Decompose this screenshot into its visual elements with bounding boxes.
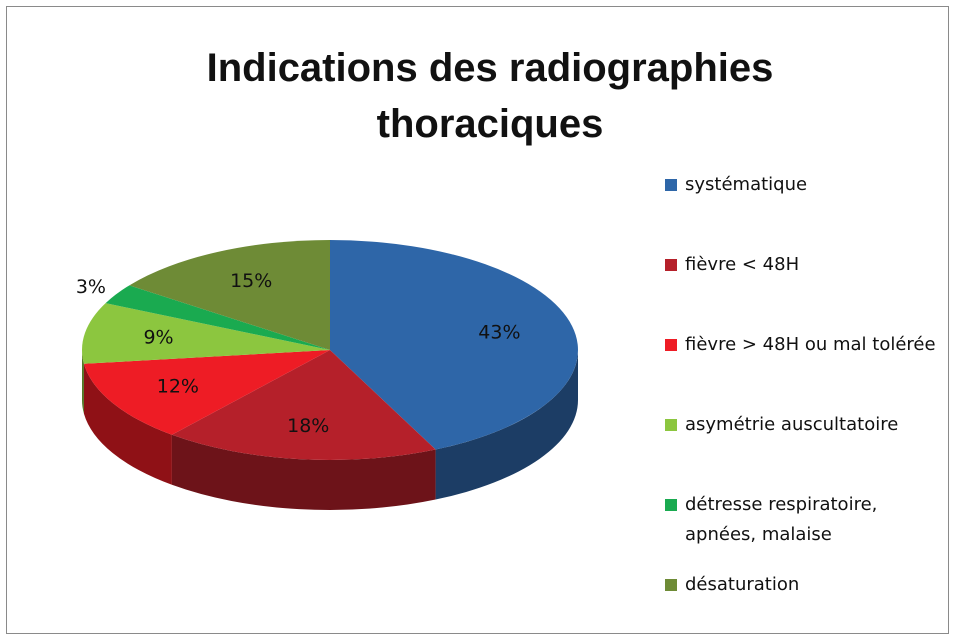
pie-slice: [83, 350, 330, 435]
legend-swatch: [665, 579, 677, 591]
legend-label: détresse respiratoire, apnées, malaise: [685, 494, 878, 545]
legend-item: systématique: [665, 170, 950, 200]
legend-swatch: [665, 499, 677, 511]
legend-item: détresse respiratoire, apnées, malaise: [665, 490, 950, 550]
slice-side: [83, 363, 172, 485]
legend-label: fièvre > 48H ou mal tolérée: [685, 334, 936, 355]
chart-title: Indications des radiographies thoracique…: [206, 46, 774, 146]
chart-frame: [6, 6, 949, 634]
pie-slice: [129, 240, 330, 350]
data-label: 15%: [230, 270, 272, 292]
data-label: 43%: [478, 322, 520, 344]
data-label: 12%: [157, 376, 199, 398]
pie-slice: [81, 303, 330, 364]
slice-side: [435, 350, 578, 500]
legend-item: fièvre > 48H ou mal tolérée: [665, 330, 950, 360]
legend-item: désaturation: [665, 570, 950, 600]
slice-side: [82, 350, 84, 414]
legend-item: asymétrie auscultatoire: [665, 410, 950, 440]
legend-label: fièvre < 48H: [685, 254, 800, 275]
data-label: 18%: [287, 415, 329, 437]
legend-swatch: [665, 339, 677, 351]
legend-swatch: [665, 259, 677, 271]
pie-slice: [105, 285, 330, 350]
legend-item: fièvre < 48H: [665, 250, 950, 280]
pie-slice: [330, 240, 578, 450]
data-label: 9%: [143, 326, 173, 348]
slice-side: [171, 434, 436, 510]
legend-swatch: [665, 179, 677, 191]
legend-label: désaturation: [685, 574, 800, 595]
pie-slice: [171, 350, 436, 461]
legend-swatch: [665, 419, 677, 431]
legend-label: systématique: [685, 174, 808, 195]
data-label: 3%: [76, 276, 106, 298]
legend-label: asymétrie auscultatoire: [685, 414, 899, 435]
